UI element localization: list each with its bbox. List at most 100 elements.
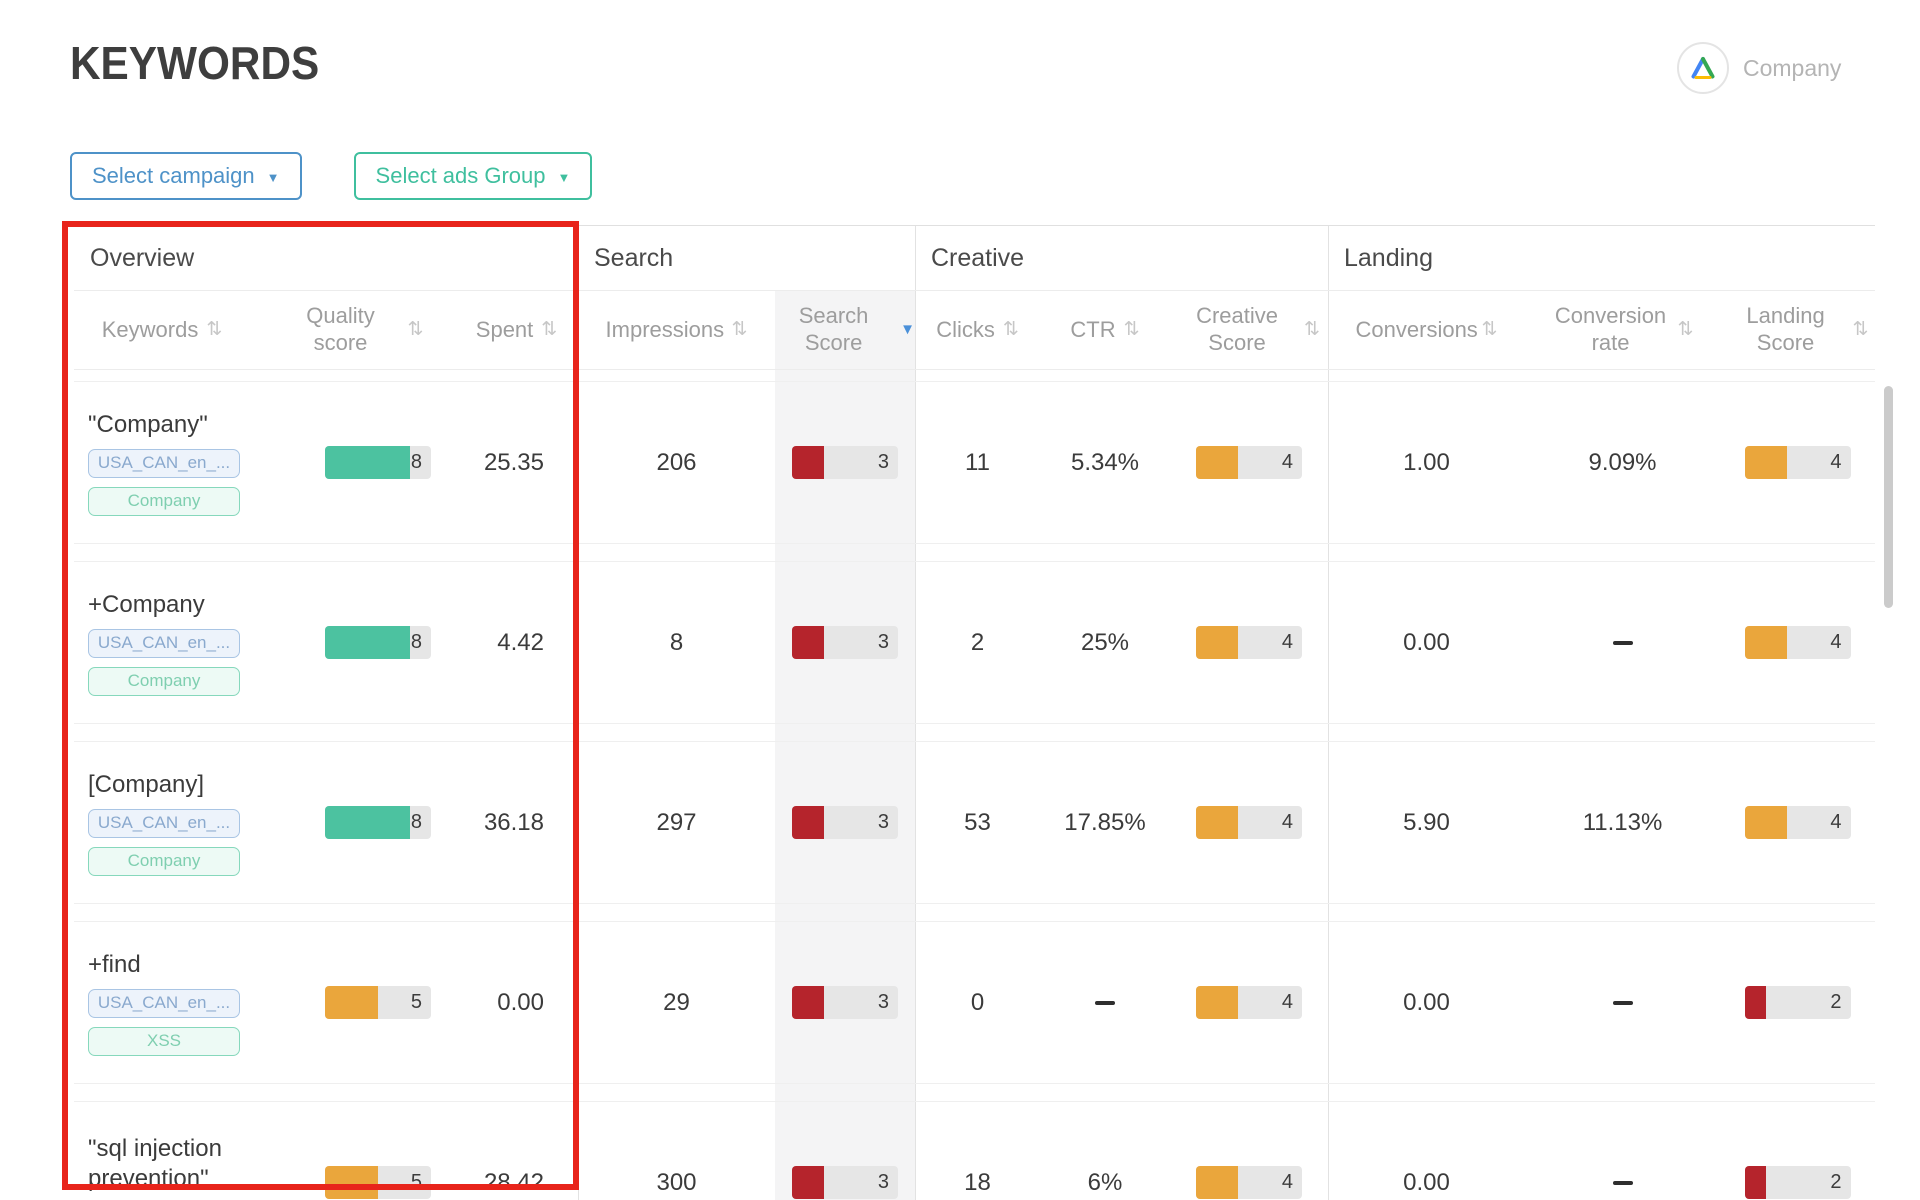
keyword-tag: USA_CAN_en_... (88, 988, 240, 1018)
clicks-value: 53 (964, 808, 991, 836)
score-fill (1196, 1166, 1239, 1199)
search-score-cell: 3 (775, 1166, 915, 1199)
column-header-creative-score[interactable]: Creative Score ⇅ (1170, 303, 1328, 357)
conversions-value: 0.00 (1403, 1168, 1450, 1196)
ctr-cell: 17.85% (1040, 809, 1170, 837)
conversions-cell: 0.00 (1328, 629, 1525, 657)
ctr-value: 17.85% (1064, 808, 1146, 836)
score-fill (1744, 1166, 1766, 1199)
ads-group-select[interactable]: Select ads Group ▼ (353, 152, 593, 200)
vertical-scrollbar[interactable] (1884, 386, 1893, 608)
spent-value: 28.42 (483, 1168, 544, 1196)
spent-value: 25.35 (483, 448, 544, 476)
landing-score-bar: 4 (1744, 626, 1851, 659)
conversions-cell: 0.00 (1328, 989, 1525, 1017)
impressions-cell: 29 (578, 989, 775, 1017)
landing-score-bar: 4 (1744, 446, 1851, 479)
ctr-value: 6% (1087, 1168, 1123, 1196)
sort-icon: ⇅ (407, 319, 424, 341)
chevron-down-icon: ▼ (266, 169, 280, 185)
column-header-ctr[interactable]: CTR ⇅ (1040, 317, 1170, 344)
search-score-bar: 3 (792, 986, 898, 1019)
spent-value: 0.00 (497, 988, 544, 1016)
chevron-down-icon: ▼ (557, 169, 571, 185)
quality-score-cell: 5 (250, 986, 455, 1019)
clicks-cell: 2 (915, 629, 1040, 657)
keyword-text: +find (88, 950, 141, 978)
search-score-cell: 3 (775, 986, 915, 1019)
search-score-bar: 3 (792, 1166, 898, 1199)
quality-score-cell: 8 (250, 446, 455, 479)
score-fill (1744, 986, 1766, 1019)
keyword-text: "sql injection prevention" (88, 1134, 222, 1192)
column-header-label: Conversions (1355, 316, 1478, 342)
impressions-cell: 206 (578, 449, 775, 477)
landing-score-cell: 2 (1720, 1166, 1875, 1199)
quality-score-bar: 8 (325, 806, 431, 839)
search-score-cell: 3 (775, 446, 915, 479)
sort-icon: ⇅ (1677, 319, 1694, 341)
column-header-label: Landing Score (1746, 303, 1825, 355)
score-value: 4 (1281, 631, 1293, 653)
score-value: 4 (1281, 811, 1293, 833)
landing-score-cell: 2 (1720, 986, 1875, 1019)
conversions-value: 5.90 (1403, 808, 1450, 836)
clicks-value: 0 (970, 988, 985, 1016)
conversions-value: 0.00 (1403, 988, 1450, 1016)
keyword-row: +find USA_CAN_en_... XSS 5 0.00 29 3 0 4 0.00 2 (74, 921, 1875, 1084)
spent-cell: 4.42 (455, 629, 578, 657)
clicks-cell: 18 (915, 1169, 1040, 1197)
column-header-quality-score[interactable]: Quality score ⇅ (250, 303, 455, 357)
group-divider (915, 225, 916, 1200)
creative-score-bar: 4 (1196, 986, 1302, 1019)
score-fill (325, 626, 410, 659)
conversion-rate-value: 11.13% (1582, 808, 1663, 836)
column-header-keywords[interactable]: Keywords ⇅ (74, 317, 250, 344)
score-fill (792, 1166, 824, 1199)
column-header-label: Impressions (605, 316, 725, 342)
column-header-conversion-rate[interactable]: Conversion rate ⇅ (1525, 303, 1720, 357)
page-title: KEYWORDS (70, 37, 320, 89)
ctr-cell: 5.34% (1040, 449, 1170, 477)
keyword-row: +Company USA_CAN_en_... Company 8 4.42 8 3 2 25%… (74, 561, 1875, 724)
sort-icon: ⇅ (1002, 319, 1019, 341)
impressions-value: 206 (656, 448, 697, 476)
spent-cell: 0.00 (455, 989, 578, 1017)
conversions-cell: 1.00 (1328, 449, 1525, 477)
score-value: 8 (410, 631, 422, 653)
keyword-row: "sql injection prevention"USA_CAN_en_...… (74, 1101, 1875, 1200)
landing-score-bar: 2 (1744, 1166, 1851, 1199)
clicks-value: 11 (965, 448, 990, 476)
quality-score-cell: 8 (250, 806, 455, 839)
conversion-rate-cell: 11.13% (1525, 809, 1720, 837)
score-fill (792, 626, 824, 659)
score-fill (1196, 986, 1239, 1019)
impressions-cell: 297 (578, 809, 775, 837)
column-header-landing-score[interactable]: Landing Score ⇅ (1720, 303, 1875, 357)
score-fill (325, 986, 378, 1019)
sort-icon: ⇅ (1123, 319, 1140, 341)
conversions-cell: 0.00 (1328, 1169, 1525, 1197)
group-header-landing: Landing (1344, 243, 1433, 272)
column-header-impressions[interactable]: Impressions ⇅ (578, 317, 775, 344)
score-value: 4 (1281, 991, 1293, 1013)
ctr-cell: 25% (1040, 629, 1170, 657)
search-score-bar: 3 (792, 626, 898, 659)
column-header-spent[interactable]: Spent ⇅ (455, 317, 578, 344)
column-header-clicks[interactable]: Clicks ⇅ (915, 317, 1040, 344)
quality-score-cell: 8 (250, 626, 455, 659)
clicks-cell: 53 (915, 809, 1040, 837)
clicks-value: 18 (964, 1168, 991, 1196)
creative-score-cell: 4 (1170, 626, 1328, 659)
search-score-bar: 3 (792, 806, 898, 839)
column-header-conversions[interactable]: Conversions ⇅ (1328, 317, 1525, 344)
campaign-select[interactable]: Select campaign ▼ (70, 152, 302, 200)
conversion-rate-cell (1525, 1000, 1720, 1005)
ads-group-select-label: Select ads Group (375, 163, 546, 188)
score-fill (325, 1166, 378, 1199)
score-fill (1744, 446, 1787, 479)
search-score-cell: 3 (775, 806, 915, 839)
column-header-search-score[interactable]: Search Score ▼ (775, 303, 915, 357)
conversions-cell: 5.90 (1328, 809, 1525, 837)
account-name: Company (1743, 54, 1842, 81)
